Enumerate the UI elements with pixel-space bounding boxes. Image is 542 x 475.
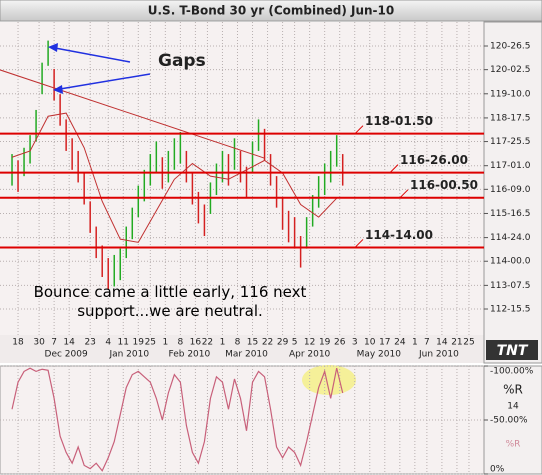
arrow-head	[48, 43, 58, 52]
level-label: 116-26.00	[400, 153, 468, 167]
y-tick-label: 115-16.5	[490, 209, 530, 219]
y-tick-label: -100.00%	[490, 367, 534, 377]
x-tick-label: 18	[12, 338, 24, 348]
x-tick-label: 14	[436, 338, 448, 348]
level-pointer	[399, 189, 409, 199]
chart-title: U.S. T-Bond 30 yr (Combined) Jun-10	[148, 4, 395, 18]
level-label: 114-14.00	[365, 228, 433, 242]
title-bar	[0, 0, 542, 22]
y-tick-label: 120-02.5	[490, 65, 530, 75]
x-tick-label: 19	[133, 338, 145, 348]
gaps-label: Gaps	[158, 51, 206, 71]
x-tick-label: 8	[178, 338, 184, 348]
x-tick-label: 23	[84, 338, 95, 348]
level-label: 116-00.50	[410, 178, 478, 192]
x-tick-label: 7	[424, 338, 430, 348]
arrow	[59, 73, 151, 90]
x-tick-label: 19	[319, 338, 331, 348]
logo-box	[486, 340, 538, 360]
indicator-period: 14	[507, 402, 519, 412]
y-tick-label: 112-15.5	[490, 305, 530, 315]
y-tick-label: 120-26.5	[490, 42, 530, 52]
x-tick-label: 12	[304, 338, 315, 348]
logo: TNT	[497, 343, 529, 359]
price-axis	[483, 21, 542, 364]
month-label: Mar 2010	[225, 350, 268, 360]
date-axis	[0, 335, 484, 363]
y-tick-label: 116-09.0	[490, 185, 531, 195]
arrow	[54, 47, 131, 63]
month-label: Apr 2010	[289, 350, 331, 360]
indicator-name: %R	[503, 383, 523, 397]
y-tick-label: -50.00%	[490, 416, 528, 426]
x-tick-label: 3	[352, 338, 358, 348]
y-tick-label: 117-25.5	[490, 137, 530, 147]
trendline	[0, 69, 265, 159]
y-tick-label: 114-00.0	[490, 257, 531, 267]
x-tick-label: 10	[364, 338, 376, 348]
indicator-line	[11, 367, 344, 472]
x-tick-label: 7	[51, 338, 57, 348]
month-label: Jan 2010	[108, 350, 149, 360]
highlight	[302, 365, 356, 395]
level-label: 118-01.50	[365, 114, 433, 128]
y-tick-label: 119-10.0	[490, 89, 531, 99]
x-tick-label: 30	[33, 338, 45, 348]
x-tick-label: 22	[262, 338, 273, 348]
price-panel	[0, 22, 484, 335]
y-tick-label: 114-24.0	[490, 233, 531, 243]
x-tick-label: 17	[379, 338, 390, 348]
y-tick-label: 117-01.0	[490, 161, 531, 171]
y-tick-label: 113-07.5	[490, 281, 530, 291]
comment-box: Bounce came a little early, 116 next sup…	[33, 283, 307, 320]
x-tick-label: 1	[412, 338, 418, 348]
indicator-axis	[483, 365, 542, 475]
x-tick-label: 25	[145, 338, 156, 348]
arrow-head	[53, 85, 63, 94]
x-tick-label: 25	[463, 338, 474, 348]
x-tick-label: 8	[235, 338, 241, 348]
x-tick-label: 11	[118, 338, 129, 348]
level-pointer	[354, 125, 364, 135]
x-tick-label: 24	[394, 338, 406, 348]
indicator-legend: %R	[506, 440, 521, 450]
x-tick-label: 15	[247, 338, 258, 348]
x-tick-label: 21	[451, 338, 462, 348]
x-tick-label: 14	[63, 338, 75, 348]
month-label: Feb 2010	[169, 350, 211, 360]
y-tick-label: 0%	[490, 465, 505, 475]
x-tick-label: 26	[334, 338, 346, 348]
level-pointer	[389, 164, 399, 173]
month-label: Jun 2010	[418, 350, 459, 360]
x-tick-label: 22	[202, 338, 213, 348]
comment: Bounce came a little early, 116 next sup…	[33, 283, 307, 320]
x-tick-label: 4	[105, 338, 111, 348]
x-tick-label: 16	[190, 338, 202, 348]
x-tick-label: 5	[292, 338, 298, 348]
x-tick-label: 1	[220, 338, 226, 348]
month-label: May 2010	[357, 350, 402, 360]
y-tick-label: 118-17.5	[490, 113, 530, 123]
x-tick-label: 29	[277, 338, 289, 348]
x-tick-label: 1	[162, 338, 168, 348]
level-pointer	[354, 239, 364, 248]
month-label: Dec 2009	[45, 350, 88, 360]
